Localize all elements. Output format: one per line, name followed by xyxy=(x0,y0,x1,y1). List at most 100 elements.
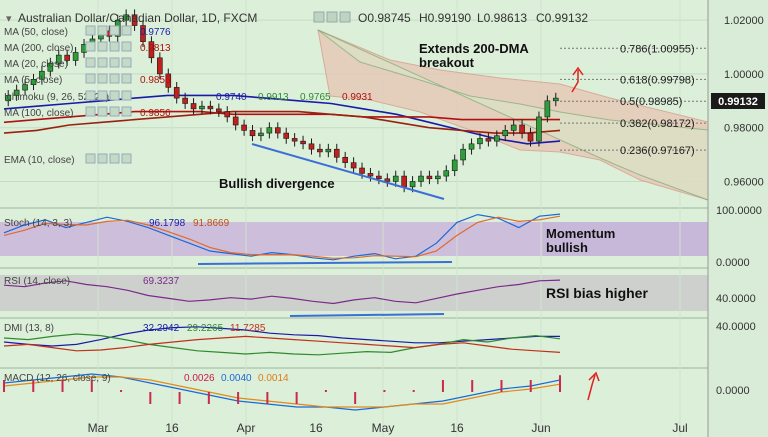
settings-icon[interactable] xyxy=(313,11,325,23)
x-tick-label: 16 xyxy=(450,421,464,435)
candle-body xyxy=(39,70,45,80)
legend-value: 0.9776 xyxy=(140,27,171,38)
fib-label: 0.5(0.98985) xyxy=(620,96,682,108)
candle-body xyxy=(510,124,517,131)
legend-icon-button xyxy=(85,153,96,164)
ohlc-open: O0.98745 xyxy=(358,11,411,25)
candle-body xyxy=(485,138,492,142)
annotation-breakout-line2: breakout xyxy=(419,55,475,70)
candle-body xyxy=(342,156,348,163)
fib-label: 0.786(1.00955) xyxy=(620,43,695,55)
close-icon[interactable] xyxy=(339,11,351,23)
legend-icon-button xyxy=(85,106,96,117)
candle-body xyxy=(502,130,509,137)
indicator-line xyxy=(3,333,561,356)
candle-body xyxy=(435,175,441,180)
candle-body xyxy=(367,173,374,177)
candle-body xyxy=(241,124,247,131)
candle-body xyxy=(266,127,273,134)
indicator-legends: MA (50, close) 0.9776 MA (200, close) 0.981… xyxy=(4,25,373,166)
macd-histogram-bar xyxy=(178,392,181,404)
candle-body xyxy=(519,124,525,134)
legend-icon-button xyxy=(97,90,108,101)
candle-body xyxy=(182,97,188,104)
chevron-down-icon[interactable]: ▾ xyxy=(6,13,12,25)
legend-icon-button xyxy=(85,25,96,36)
candle-body xyxy=(536,116,542,142)
ma-line-0 xyxy=(3,94,561,145)
macd-histogram-bar xyxy=(32,380,35,392)
y-tick-label: 40.0000 xyxy=(716,293,756,305)
macd-histogram-bar xyxy=(295,392,298,404)
macd-histogram-bar xyxy=(559,375,561,392)
candle-body xyxy=(224,111,231,118)
macd-histogram-bar xyxy=(120,390,123,392)
macd-histogram-bar xyxy=(529,380,532,392)
legend-value: 0.9765 xyxy=(300,92,331,103)
x-tick-label: May xyxy=(372,421,395,435)
y-tick-label: 0.96000 xyxy=(724,176,764,188)
candle-body xyxy=(123,14,129,21)
candle-body xyxy=(350,162,357,169)
legend-value: 0.9855 xyxy=(140,75,171,86)
legend-icon-button xyxy=(97,153,108,164)
macd-histogram-bar xyxy=(3,380,5,392)
legend-icon-button xyxy=(109,41,120,52)
candle-body xyxy=(376,175,382,180)
macd-histogram-bar xyxy=(354,392,357,404)
candle-body xyxy=(30,79,37,85)
stoch-k-value: 96.1798 xyxy=(149,218,186,229)
legend-icon-button xyxy=(85,41,96,52)
candle-body xyxy=(258,132,264,137)
candle-body xyxy=(426,175,433,180)
macd-histogram-bar xyxy=(324,390,327,392)
moving-averages xyxy=(3,94,561,145)
x-axis-ticks: Mar 16 Apr 16 May 16 Jun Jul xyxy=(88,421,688,435)
candle-body xyxy=(359,167,365,174)
legend-icon-button xyxy=(97,41,108,52)
candle-body xyxy=(401,175,407,188)
candle-body xyxy=(308,143,315,150)
fib-label: 0.382(0.98172) xyxy=(620,118,695,130)
macd-histogram-bar xyxy=(383,390,386,392)
y-tick-label: 1.00000 xyxy=(724,69,764,81)
x-tick-label: Jul xyxy=(672,421,687,435)
candle-body xyxy=(47,62,54,72)
candle-body xyxy=(527,132,534,142)
indicator-line xyxy=(3,213,561,261)
candle-body xyxy=(300,140,306,145)
x-tick-label: Apr xyxy=(237,421,256,435)
macd-line xyxy=(3,376,561,408)
stoch-title: Stoch (14, 3, 3) xyxy=(4,218,72,229)
legend-icon-button xyxy=(85,90,96,101)
legend-value: 0.9813 xyxy=(140,43,171,54)
candle-body xyxy=(418,175,424,182)
candle-body xyxy=(199,105,205,110)
macd-histogram-bar xyxy=(500,380,503,392)
candle-body xyxy=(140,25,146,42)
legend-value: 0.9913 xyxy=(258,92,289,103)
legend-value: 0.9740 xyxy=(216,92,247,103)
legend-value: 0.9856 xyxy=(140,108,171,119)
indicator-line xyxy=(3,335,561,353)
candle-body xyxy=(468,143,475,150)
fib-levels: 0.786(1.00955) 0.618(0.99798) 0.5(0.98985)… xyxy=(560,43,708,157)
legend-icon-button xyxy=(109,153,120,164)
candle-body xyxy=(148,41,155,59)
header-icons xyxy=(313,11,351,23)
legend-icon-button xyxy=(97,106,108,117)
symbol-title: Australian Dollar/Canadian Dollar, 1D, F… xyxy=(18,11,257,25)
candle-body xyxy=(157,57,163,75)
legend-icon-button xyxy=(109,90,120,101)
legend-label: MA (50, close) xyxy=(4,27,68,38)
macd-title: MACD (12, 26, close, 9) xyxy=(4,373,111,384)
candle-body xyxy=(477,138,483,145)
hide-icon[interactable] xyxy=(326,11,338,23)
macd-histogram-bar xyxy=(412,390,415,392)
candle-body xyxy=(552,97,559,102)
y-axis-ticks: 1.02000 1.00000 0.98000 0.96000 100.0000 0.00… xyxy=(716,15,764,397)
candle-body xyxy=(392,175,399,182)
macd-hist-value: 0.0026 xyxy=(184,373,215,384)
candle-body xyxy=(13,89,20,96)
